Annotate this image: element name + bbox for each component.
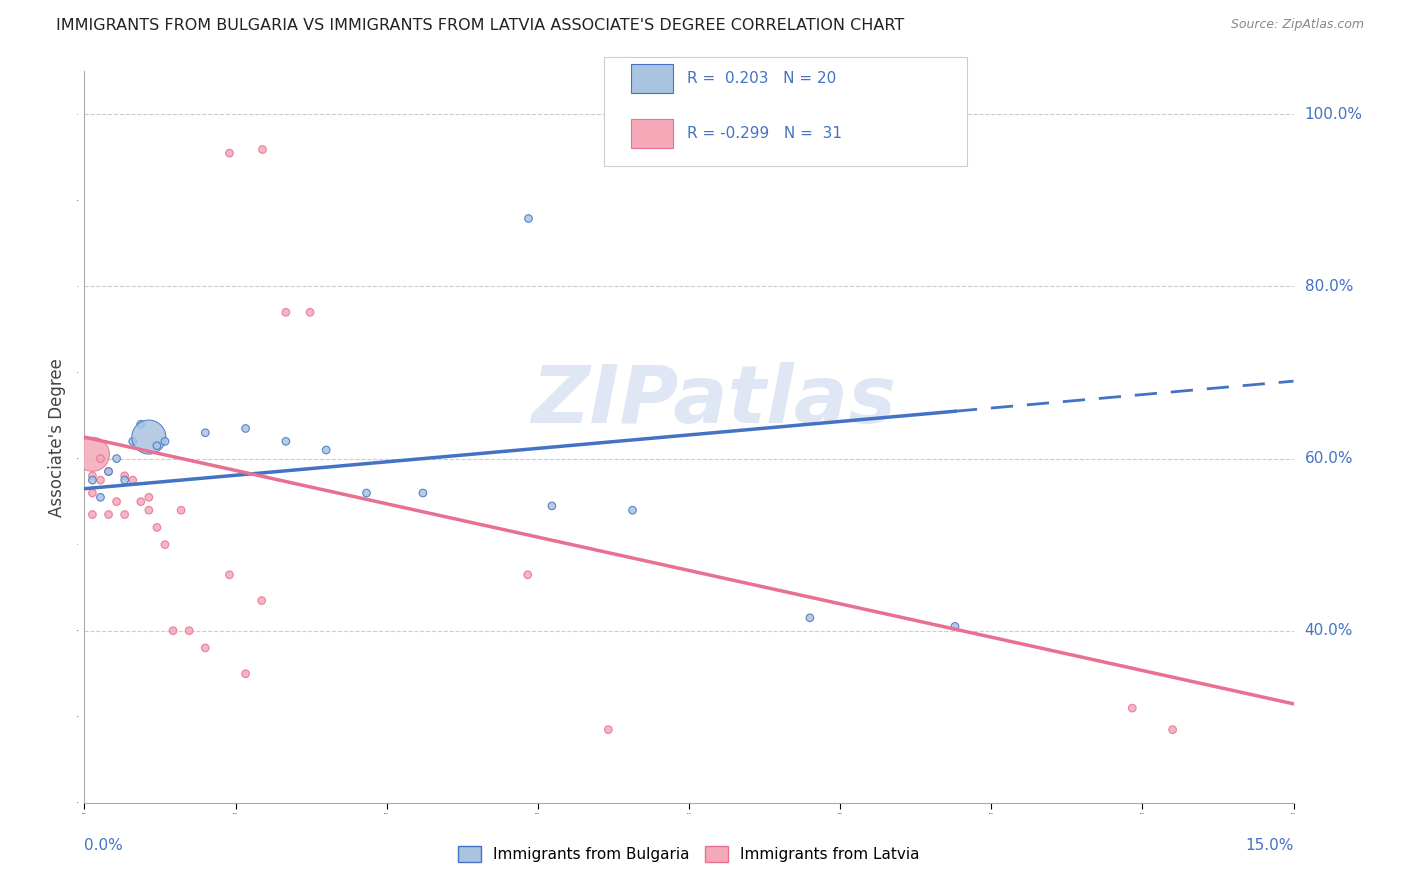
Point <box>146 439 169 453</box>
Point <box>105 494 128 508</box>
Point <box>138 430 160 444</box>
Text: 80.0%: 80.0% <box>1305 279 1353 294</box>
FancyBboxPatch shape <box>605 57 967 167</box>
Point <box>97 508 120 522</box>
Point <box>1121 701 1143 715</box>
Text: R =  0.203   N = 20: R = 0.203 N = 20 <box>686 71 835 87</box>
Point <box>218 567 240 582</box>
Point <box>153 538 176 552</box>
Point <box>315 442 337 457</box>
Point <box>943 619 966 633</box>
Text: R = -0.299   N =  31: R = -0.299 N = 31 <box>686 126 842 141</box>
Point <box>598 723 620 737</box>
Point <box>89 451 111 466</box>
Point <box>97 465 120 479</box>
Point <box>250 142 273 156</box>
Point <box>194 425 217 440</box>
Text: ZIPatlas: ZIPatlas <box>530 361 896 440</box>
Point <box>1161 723 1184 737</box>
Point <box>82 473 104 487</box>
Point <box>89 473 111 487</box>
Point <box>121 473 143 487</box>
Point <box>250 593 273 607</box>
Point <box>138 491 160 505</box>
Point <box>121 434 143 449</box>
Point <box>82 468 104 483</box>
Point <box>299 305 322 319</box>
Point <box>621 503 644 517</box>
Point <box>412 486 434 500</box>
Bar <box>631 119 673 148</box>
Point <box>170 503 193 517</box>
Text: 100.0%: 100.0% <box>1305 107 1362 122</box>
Point <box>356 486 378 500</box>
Text: Source: ZipAtlas.com: Source: ZipAtlas.com <box>1230 18 1364 31</box>
Point <box>129 417 152 432</box>
Y-axis label: Associate's Degree: Associate's Degree <box>48 358 66 516</box>
Point <box>114 468 136 483</box>
Text: 60.0%: 60.0% <box>1305 451 1353 467</box>
Point <box>114 508 136 522</box>
Point <box>218 146 240 161</box>
Legend: Immigrants from Bulgaria, Immigrants from Latvia: Immigrants from Bulgaria, Immigrants fro… <box>453 840 925 868</box>
Point <box>274 434 297 449</box>
Point <box>153 434 176 449</box>
Point <box>129 494 152 508</box>
Point <box>235 666 257 681</box>
Point <box>541 499 564 513</box>
Point <box>516 211 538 225</box>
Point <box>82 508 104 522</box>
Point <box>194 640 217 655</box>
Point <box>274 305 297 319</box>
Point <box>146 520 169 534</box>
Point <box>114 473 136 487</box>
Point <box>179 624 201 638</box>
Point <box>516 567 538 582</box>
Point <box>82 486 104 500</box>
Point <box>89 491 111 505</box>
Text: IMMIGRANTS FROM BULGARIA VS IMMIGRANTS FROM LATVIA ASSOCIATE'S DEGREE CORRELATIO: IMMIGRANTS FROM BULGARIA VS IMMIGRANTS F… <box>56 18 904 33</box>
Point <box>97 465 120 479</box>
Point <box>82 447 104 461</box>
Text: 40.0%: 40.0% <box>1305 624 1353 638</box>
Text: 0.0%: 0.0% <box>84 838 124 853</box>
Point <box>138 503 160 517</box>
Point <box>105 451 128 466</box>
Point <box>799 611 821 625</box>
Point <box>235 421 257 435</box>
Point <box>162 624 184 638</box>
Text: 15.0%: 15.0% <box>1246 838 1294 853</box>
Bar <box>631 64 673 94</box>
